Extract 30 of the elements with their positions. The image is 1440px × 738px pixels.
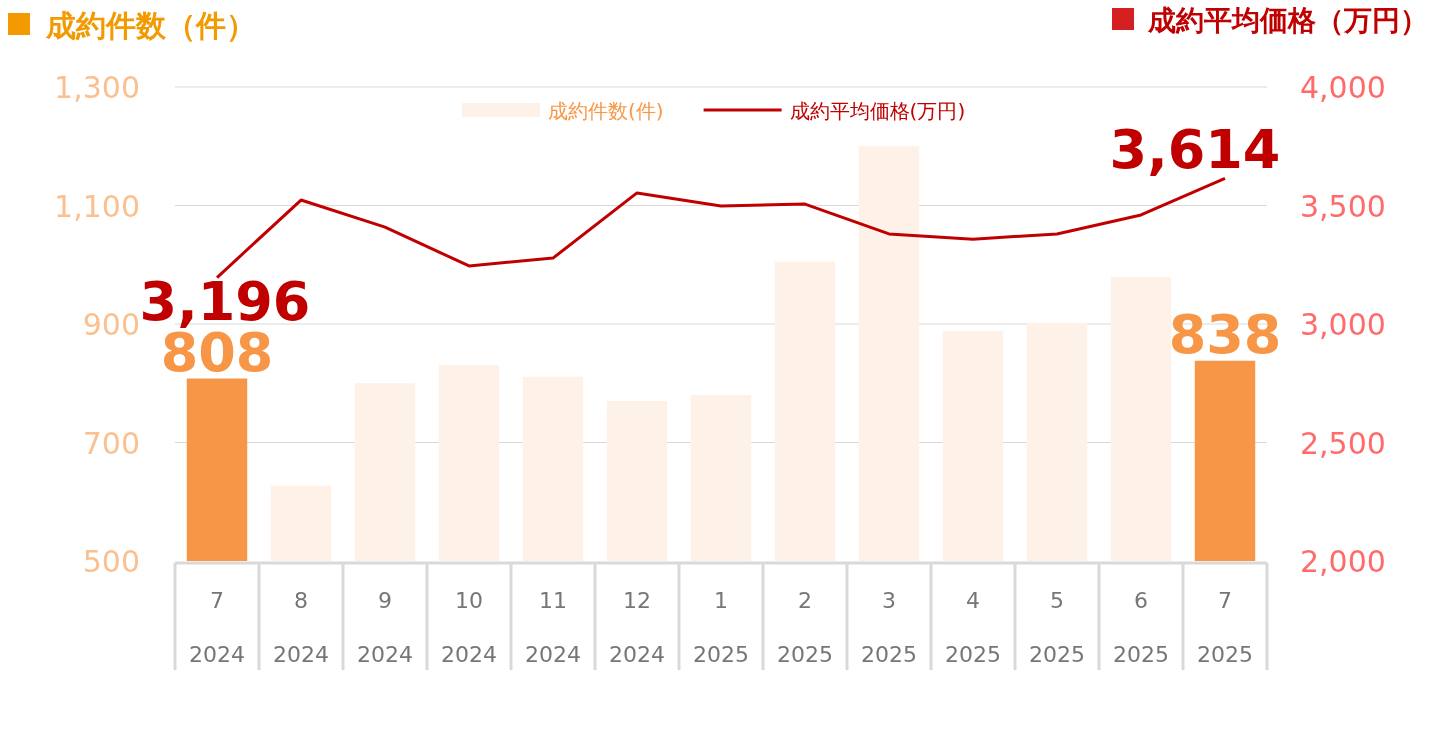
- y2-tick-label: 3,500: [1300, 188, 1386, 224]
- y-tick-label: 500: [82, 544, 140, 579]
- category-label: 11 2024: [525, 588, 581, 667]
- category-label: 7 2025: [1197, 588, 1253, 667]
- category-label: 7 2024: [189, 588, 245, 667]
- data-label: 3,614: [1109, 118, 1281, 182]
- y-tick-label: 900: [82, 307, 140, 342]
- y2-tick-label: 2,500: [1300, 425, 1386, 461]
- category-label: 1 2025: [693, 588, 749, 667]
- category-label: 3 2025: [861, 588, 917, 667]
- category-label: 9 2024: [357, 588, 413, 667]
- category-label: 8 2024: [273, 588, 329, 667]
- category-label: 6 2025: [1113, 588, 1169, 667]
- category-label: 2 2025: [777, 588, 833, 667]
- category-label: 12 2024: [609, 588, 665, 667]
- data-label: 838: [1168, 302, 1282, 366]
- category-label: 5 2025: [1029, 588, 1085, 667]
- y2-axis-title: 成約平均価格（万円）: [1147, 4, 1428, 37]
- y2-tick-label: 2,000: [1300, 544, 1386, 579]
- y2-tick-label: 4,000: [1300, 70, 1386, 105]
- category-label: 4 2025: [945, 588, 1001, 667]
- legend-label: 成約件数(件): [548, 99, 664, 123]
- line-series: [215, 176, 1227, 280]
- y-tick-label: 1,300: [54, 70, 140, 105]
- y2-tick-label: 3,000: [1300, 307, 1386, 342]
- legend-label: 成約平均価格(万円): [789, 99, 966, 123]
- y-tick-label: 700: [82, 425, 140, 461]
- category-label: 10 2024: [441, 588, 497, 667]
- y-axis-title: 成約件数（件）: [45, 8, 256, 43]
- y-tick-label: 1,100: [54, 188, 140, 224]
